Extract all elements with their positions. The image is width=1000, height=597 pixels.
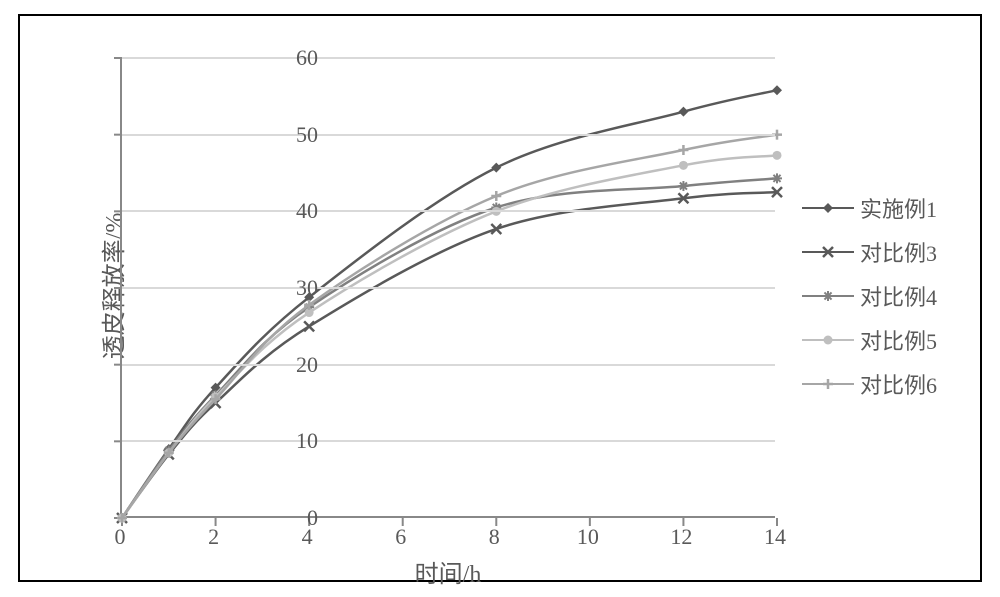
y-tick-label: 50 (278, 122, 318, 148)
legend-item: 对比例5 (802, 318, 937, 362)
x-tick-label: 0 (100, 524, 140, 550)
legend-swatch (802, 372, 854, 396)
legend-swatch (802, 284, 854, 308)
legend-label: 对比例5 (860, 324, 937, 356)
plot-area (120, 58, 775, 518)
x-tick-label: 4 (287, 524, 327, 550)
legend-item: 实施例1 (802, 186, 937, 230)
x-tick-label: 6 (381, 524, 421, 550)
legend-item: 对比例6 (802, 362, 937, 406)
y-tick-label: 20 (278, 352, 318, 378)
chart-frame: 透皮释放率/% 时间/h 实施例1对比例3对比例4对比例5对比例6 010203… (18, 14, 982, 582)
x-axis-label: 时间/h (415, 554, 482, 589)
legend-swatch (802, 240, 854, 264)
legend-item: 对比例4 (802, 274, 937, 318)
gridline (122, 210, 775, 212)
x-tick-label: 14 (755, 524, 795, 550)
legend-label: 对比例3 (860, 236, 937, 268)
x-tick-label: 2 (194, 524, 234, 550)
legend-label: 对比例6 (860, 368, 937, 400)
legend-label: 实施例1 (860, 192, 937, 224)
y-tick-label: 60 (278, 45, 318, 71)
gridline (122, 57, 775, 59)
legend-item: 对比例3 (802, 230, 937, 274)
series-line (122, 90, 777, 518)
x-tick-label: 12 (661, 524, 701, 550)
legend-label: 对比例4 (860, 280, 937, 312)
y-tick-label: 30 (278, 275, 318, 301)
y-tick-label: 10 (278, 428, 318, 454)
legend-swatch (802, 328, 854, 352)
gridline (122, 287, 775, 289)
y-tick-label: 40 (278, 198, 318, 224)
series-line (122, 135, 777, 518)
legend: 实施例1 对比例3 对比例4 对比例5 对比例6 (802, 186, 937, 406)
x-tick-label: 10 (568, 524, 608, 550)
gridline (122, 134, 775, 136)
x-tick-label: 8 (474, 524, 514, 550)
gridline (122, 364, 775, 366)
series-line (122, 178, 777, 518)
gridline (122, 440, 775, 442)
series-line (122, 192, 777, 518)
legend-swatch (802, 196, 854, 220)
